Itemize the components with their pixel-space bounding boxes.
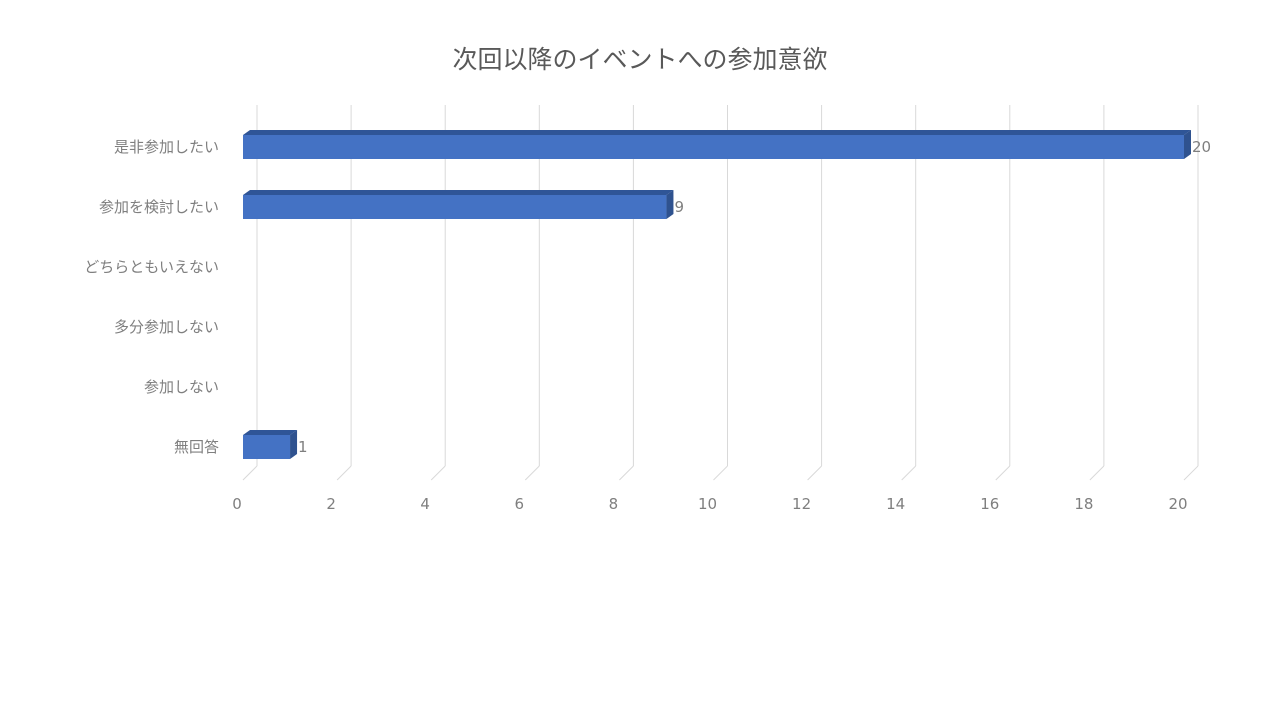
- bar-side: [1184, 130, 1191, 159]
- x-tick-label: 6: [515, 495, 525, 513]
- x-tick-label: 12: [792, 495, 811, 513]
- data-label: 20: [1192, 138, 1211, 156]
- category-label: 無回答: [174, 438, 219, 456]
- bars: [243, 130, 1191, 459]
- x-tick-label: 16: [980, 495, 999, 513]
- labels: 0 2 4 6 8 10 12 14 16 18 20 是非参加したい 20 参加を検討したい 9 どちらとも…: [84, 138, 1211, 513]
- category-label: 参加を検討したい: [99, 198, 219, 216]
- bar: [243, 195, 667, 219]
- bar-side: [666, 190, 674, 219]
- x-tick-label: 10: [698, 495, 717, 513]
- x-tick-label: 8: [609, 495, 619, 513]
- gridline-floor: [995, 465, 1011, 481]
- gridline-floor: [430, 465, 446, 481]
- chart-title: 次回以降のイベントへの参加意欲: [452, 45, 828, 74]
- category-label: どちらともいえない: [84, 258, 219, 276]
- gridline-floor: [524, 465, 540, 481]
- gridline-floor: [1089, 465, 1105, 481]
- x-tick-label: 14: [886, 495, 905, 513]
- gridlines: [242, 105, 1199, 481]
- bar-side: [290, 430, 298, 459]
- bar-top: [243, 430, 298, 435]
- gridline-floor: [807, 465, 822, 481]
- bar: [243, 435, 291, 459]
- x-tick-label: 4: [420, 495, 430, 513]
- category-label: 是非参加したい: [114, 138, 219, 156]
- gridline-floor: [901, 465, 917, 481]
- data-label: 1: [298, 438, 308, 456]
- data-label: 9: [674, 198, 684, 216]
- gridline-floor: [713, 465, 728, 481]
- x-tick-label: 0: [232, 495, 242, 513]
- gridline-floor: [336, 465, 352, 481]
- x-tick-label: 18: [1074, 495, 1093, 513]
- gridline-floor: [619, 465, 634, 481]
- gridline-floor: [1183, 465, 1199, 481]
- x-tick-label: 2: [326, 495, 336, 513]
- category-label: 参加しない: [144, 378, 219, 396]
- category-label: 多分参加しない: [114, 318, 219, 336]
- gridline-floor: [242, 465, 258, 481]
- bar-top: [243, 190, 674, 195]
- x-tick-label: 20: [1168, 495, 1187, 513]
- bar: [243, 135, 1184, 159]
- bar-top: [243, 130, 1191, 135]
